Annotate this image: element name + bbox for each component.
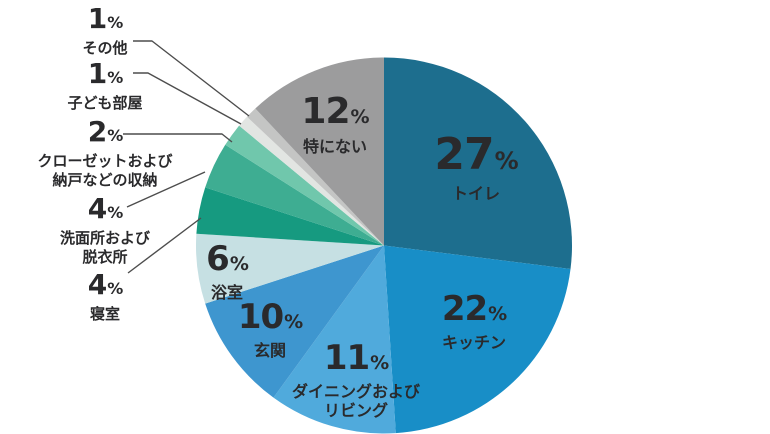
slice-value: 6%: [122, 242, 332, 276]
callout-label-closet-storage: 2% クローゼットおよび 納戸などの収納: [0, 118, 210, 190]
callout-label-kids-room: 1% 子ども部屋: [0, 60, 210, 113]
pie-slice-closet-storage: [225, 125, 384, 246]
percent-sign: %: [107, 203, 123, 222]
callout-label-other: 1% その他: [0, 5, 210, 58]
percent-sign: %: [488, 303, 507, 325]
slice-value: 4%: [0, 271, 210, 299]
pie-slice-dining-living: [273, 245, 396, 434]
value-text: 4: [87, 268, 108, 301]
value-text: 12: [301, 91, 350, 132]
slice-name: 洗面所および 脱衣所: [59, 229, 150, 266]
slice-value: 4%: [0, 195, 210, 223]
leader-lines: [123, 40, 250, 274]
value-text: 6: [206, 239, 230, 279]
slice-name: 寝室: [89, 305, 120, 323]
percent-sign: %: [107, 13, 123, 32]
pie-slice-kitchen: [384, 245, 571, 434]
slice-name: 浴室: [210, 283, 243, 302]
percent-sign: %: [107, 126, 123, 145]
leader-line-kids-room: [133, 72, 242, 125]
pie-slices: [195, 57, 573, 434]
callout-label-bedroom: 4% 寝室: [0, 271, 210, 324]
slice-name: 特にない: [302, 137, 367, 156]
slice-label-kitchen: 22% キッチン: [369, 292, 579, 352]
leader-line-washroom: [126, 171, 206, 208]
slice-value: 1%: [0, 60, 210, 88]
pie-slice-none-in-particular: [255, 57, 384, 246]
value-text: 1: [87, 2, 108, 35]
percent-sign: %: [370, 352, 389, 374]
leader-line-other: [133, 40, 250, 117]
slice-name: トイレ: [451, 184, 500, 203]
value-text: 2: [87, 115, 108, 148]
slice-name: クローゼットおよび 納戸などの収納: [37, 152, 173, 189]
pie-slice-toilet: [384, 57, 573, 270]
slice-value: 1%: [0, 5, 210, 33]
slice-value: 11%: [251, 341, 461, 375]
leader-line-bedroom: [127, 217, 202, 274]
slice-name: キッチン: [441, 333, 506, 352]
pie-slice-other: [246, 108, 384, 246]
pie-slice-washroom: [205, 144, 384, 246]
callout-label-washroom: 4% 洗面所および 脱衣所: [0, 195, 210, 267]
pie-slice-kids-room: [239, 116, 384, 246]
value-text: 11: [323, 338, 370, 378]
pie-slice-bathroom: [195, 233, 384, 304]
slice-label-bathroom: 6% 浴室: [122, 242, 332, 302]
slice-name: 玄関: [253, 341, 286, 360]
percent-sign: %: [350, 106, 370, 128]
value-text: 22: [441, 289, 488, 329]
value-text: 10: [237, 297, 284, 337]
pie-slice-entrance: [205, 245, 384, 398]
leader-line-closet-storage: [123, 133, 233, 143]
percent-sign: %: [107, 68, 123, 87]
slice-label-toilet: 27% トイレ: [371, 133, 581, 204]
slice-label-none-in-particular: 12% 特にない: [230, 94, 440, 157]
percent-sign: %: [229, 253, 249, 275]
slice-value: 2%: [0, 118, 210, 146]
percent-sign: %: [494, 147, 519, 175]
slice-name: その他: [82, 39, 128, 57]
pie-slice-bedroom: [196, 187, 384, 246]
value-text: 1: [87, 57, 108, 90]
value-text: 4: [87, 192, 108, 225]
slice-name: 子ども部屋: [67, 94, 143, 112]
percent-sign: %: [284, 311, 303, 333]
slice-value: 10%: [165, 300, 375, 334]
slice-label-dining-living: 11% ダイニングおよび リビング: [251, 341, 461, 420]
slice-value: 27%: [371, 133, 581, 177]
slice-value: 22%: [369, 292, 579, 326]
slice-name: ダイニングおよび リビング: [291, 382, 420, 420]
percent-sign: %: [107, 279, 123, 298]
slice-value: 12%: [230, 94, 440, 130]
value-text: 27: [434, 129, 494, 180]
slice-label-entrance: 10% 玄関: [165, 300, 375, 360]
